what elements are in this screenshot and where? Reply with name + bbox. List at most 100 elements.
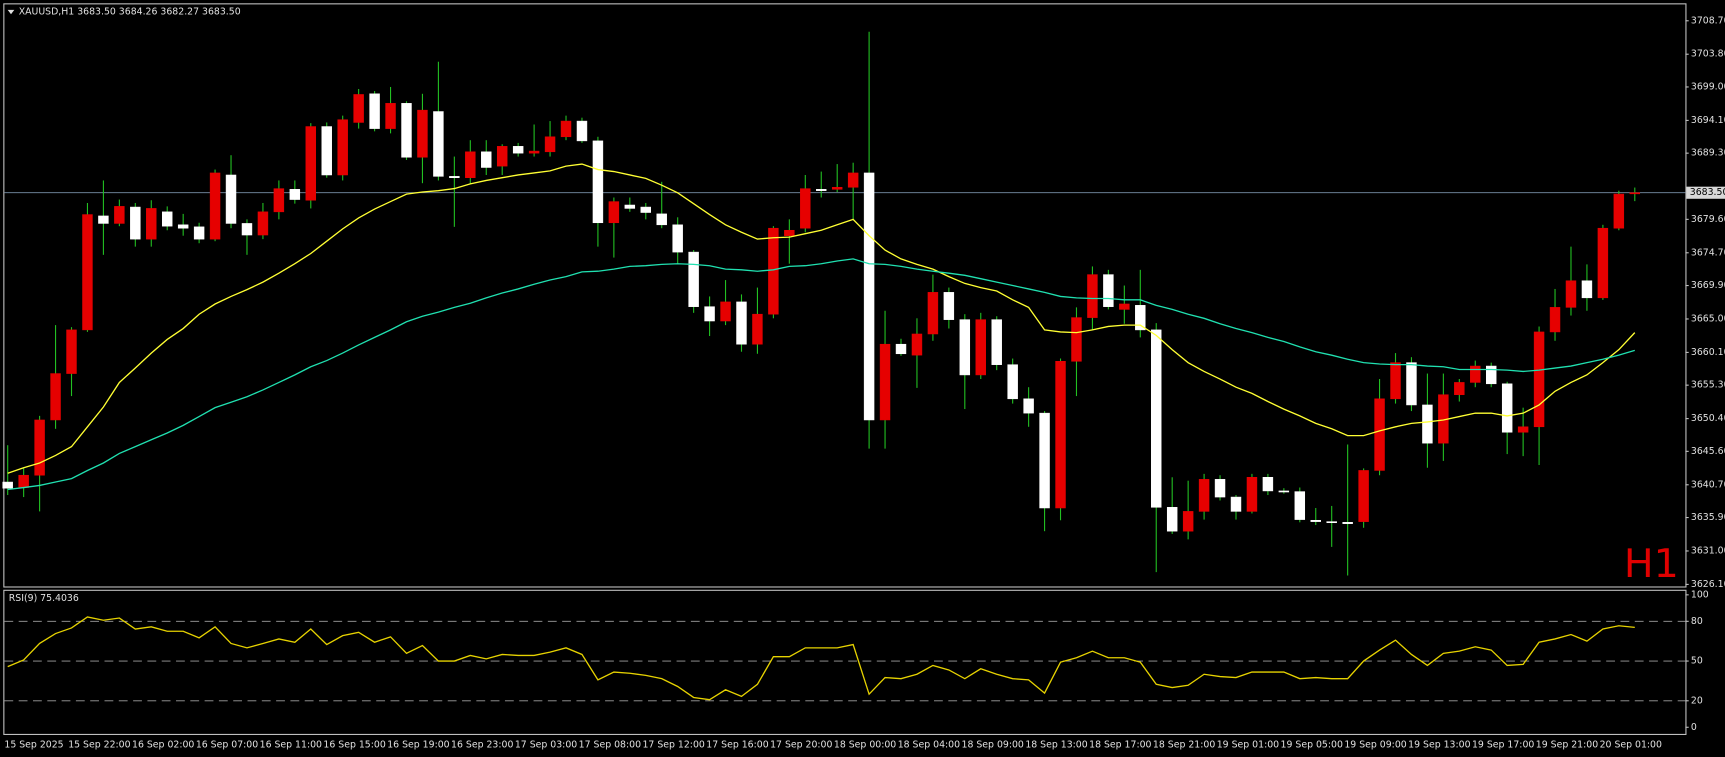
candle-body: [784, 229, 795, 236]
candle-body: [576, 120, 588, 142]
candle-body: [1629, 192, 1641, 195]
x-tick-label: 17 Sep 16:00: [706, 739, 768, 750]
y-tick-label: 0: [1691, 722, 1697, 733]
candle-body: [417, 109, 428, 158]
candle-body: [1214, 479, 1226, 498]
x-tick-label: 17 Sep 12:00: [642, 739, 704, 750]
candle-body: [895, 343, 907, 355]
rsi-frame: [3, 589, 1687, 735]
candle-body: [114, 206, 125, 224]
candle-body: [847, 172, 859, 188]
y-tick-label: 3665.00: [1691, 313, 1725, 324]
x-tick-label: 18 Sep 21:00: [1153, 739, 1215, 750]
candle-body: [385, 103, 396, 129]
x-tick-label: 17 Sep 08:00: [579, 739, 641, 750]
candle-body: [193, 226, 205, 240]
x-tick-label: 20 Sep 01:00: [1600, 739, 1662, 750]
candle-body: [433, 111, 444, 177]
x-tick-label: 16 Sep 11:00: [260, 739, 322, 750]
y-tick-label: 3689.30: [1691, 148, 1725, 159]
candle-body: [130, 206, 141, 240]
x-tick-label: 15 Sep 2025: [4, 739, 63, 750]
candle-body: [66, 329, 77, 374]
collapse-icon[interactable]: [7, 9, 15, 15]
candle-body: [656, 213, 667, 226]
candle-body: [560, 120, 572, 138]
current-price-box: [1686, 186, 1725, 199]
y-tick-label: 3650.40: [1691, 413, 1725, 424]
candle-body: [1023, 398, 1034, 414]
candle-body: [1533, 331, 1545, 428]
candle-body: [465, 151, 476, 178]
candle-body: [1454, 382, 1465, 395]
x-tick-label: 16 Sep 19:00: [387, 739, 449, 750]
x-tick-label: 18 Sep 00:00: [834, 739, 896, 750]
candle-body: [688, 251, 699, 307]
x-tick-label: 19 Sep 21:00: [1536, 739, 1598, 750]
candle-body: [225, 174, 237, 224]
candle-body: [257, 211, 269, 236]
x-tick-label: 18 Sep 13:00: [1025, 739, 1087, 750]
candle-body: [1071, 317, 1082, 362]
y-tick-label: 3674.70: [1691, 247, 1725, 258]
candle-body: [528, 150, 540, 154]
y-tick-label: 3694.10: [1691, 115, 1725, 126]
chart-title: XAUUSD,H1 3683.50 3684.26 3682.27 3683.5…: [19, 7, 241, 18]
candle-body: [831, 186, 843, 190]
current-price-label: 3683.50: [1690, 187, 1725, 198]
candle-body: [1470, 365, 1481, 383]
candle-body: [496, 146, 508, 167]
candle-body: [289, 189, 301, 200]
y-tick-label: 3703.80: [1691, 49, 1725, 60]
candle-body: [481, 151, 492, 168]
candle-body: [1310, 519, 1321, 522]
candle-body: [161, 211, 173, 227]
y-tick-label: 3631.00: [1691, 545, 1725, 556]
x-tick-label: 15 Sep 22:00: [68, 739, 130, 750]
candle-body: [1501, 383, 1513, 433]
x-tick-label: 18 Sep 17:00: [1089, 739, 1151, 750]
candle-body: [209, 172, 221, 240]
candle-body: [273, 188, 285, 213]
candle-body: [1406, 362, 1417, 406]
candle-body: [752, 313, 763, 345]
candle-body: [1262, 477, 1274, 492]
candle-body: [1358, 470, 1369, 522]
y-tick-label: 3679.60: [1691, 214, 1725, 225]
candle-body: [512, 146, 524, 154]
x-tick-label: 16 Sep 07:00: [196, 739, 258, 750]
candle-body: [1422, 404, 1433, 444]
moving-average: [7, 163, 1636, 474]
x-tick-label: 17 Sep 20:00: [770, 739, 832, 750]
candle-body: [1198, 479, 1210, 512]
candle-body: [241, 223, 253, 236]
rsi-line: [7, 616, 1635, 701]
y-tick-label: 3645.60: [1691, 446, 1725, 457]
candle-body: [1565, 280, 1577, 308]
candle-body: [1326, 521, 1337, 524]
candle-body: [2, 481, 13, 489]
candle-body: [50, 373, 61, 421]
candle-body: [1007, 364, 1018, 400]
candle-body: [640, 206, 652, 213]
y-tick-label: 50: [1691, 656, 1703, 667]
candle-body: [1485, 365, 1497, 385]
candle-body: [449, 176, 460, 178]
x-tick-label: 19 Sep 09:00: [1344, 739, 1406, 750]
candle-body: [624, 204, 636, 209]
candle-body: [720, 301, 731, 322]
candle-body: [975, 319, 986, 376]
candle-body: [1278, 490, 1290, 493]
timeframe-label: H1: [1624, 541, 1679, 587]
y-tick-label: 3699.00: [1691, 81, 1725, 92]
candle-body: [736, 301, 747, 345]
candle-body: [1517, 426, 1529, 433]
main-frame: [3, 3, 1687, 588]
candle-body: [401, 103, 412, 158]
candle-body: [1135, 305, 1146, 331]
candle-body: [98, 215, 109, 224]
candle-body: [927, 292, 939, 335]
candle-body: [863, 172, 875, 421]
